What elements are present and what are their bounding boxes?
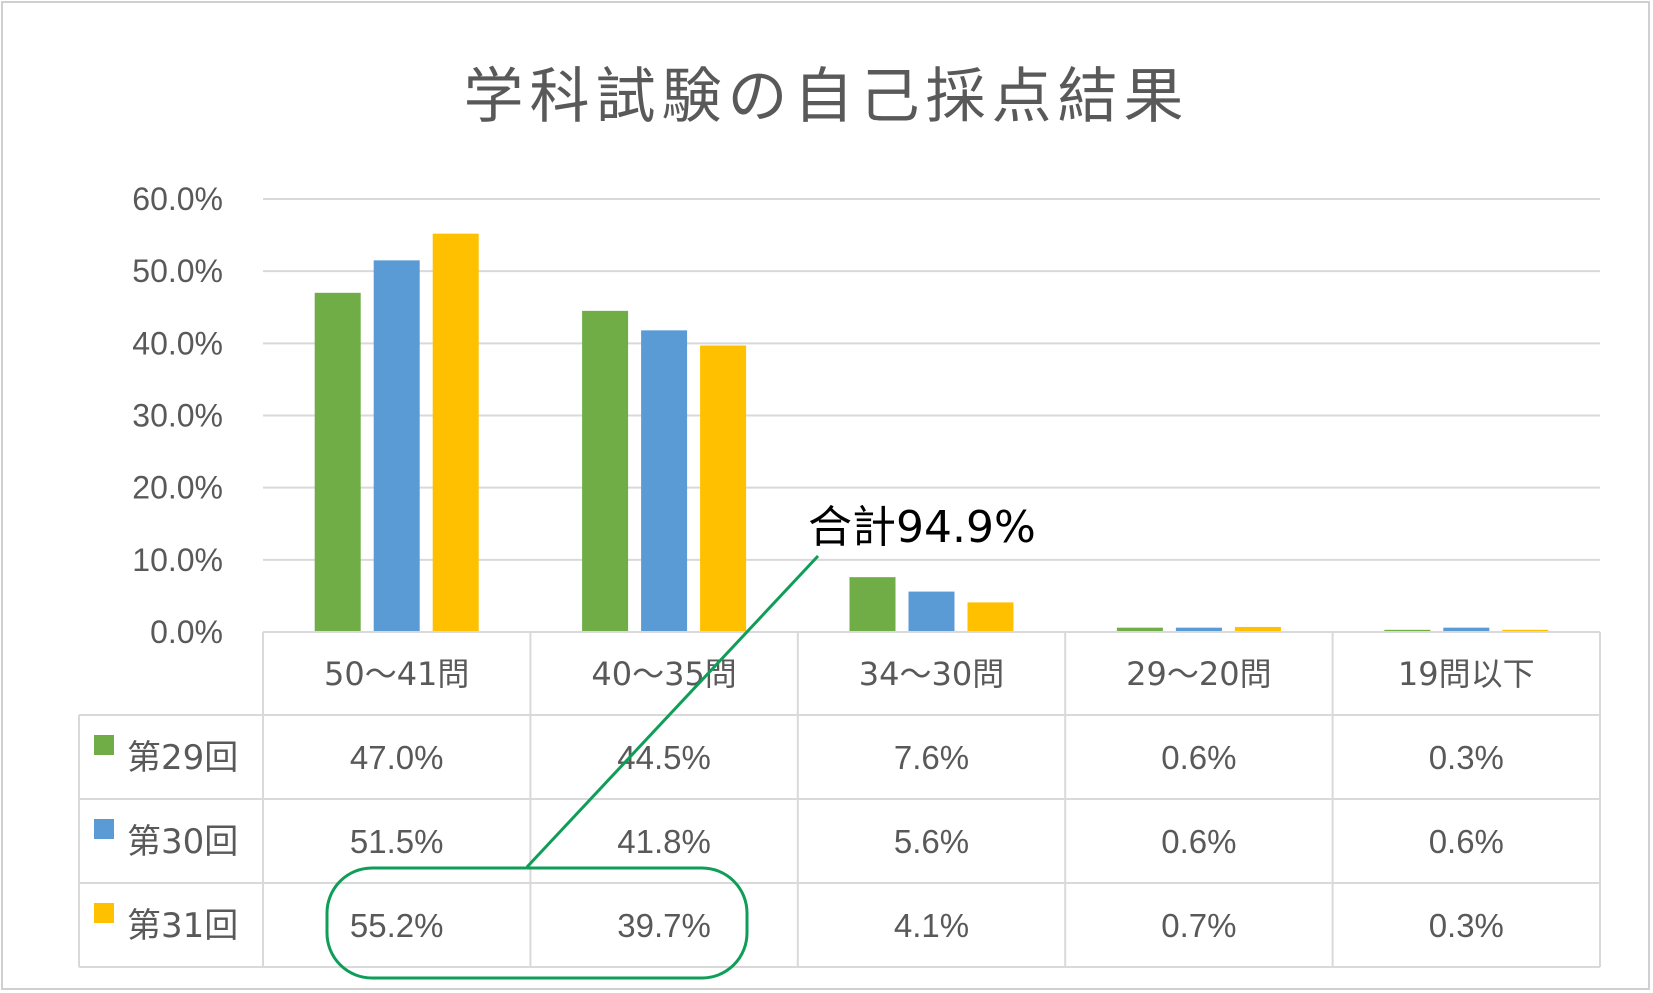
legend-key xyxy=(94,735,114,755)
bar xyxy=(1384,629,1431,632)
series-name: 第29回 xyxy=(127,738,238,778)
data-table-value: 47.0% xyxy=(350,739,444,776)
y-tick-label: 40.0% xyxy=(132,325,223,361)
data-table-value: 39.7% xyxy=(617,907,711,944)
bar xyxy=(582,310,629,632)
category-label: 50〜41問 xyxy=(324,655,469,693)
bar xyxy=(1234,626,1281,632)
series-name: 第30回 xyxy=(127,822,238,862)
data-table-value: 7.6% xyxy=(894,739,969,776)
y-tick-label: 60.0% xyxy=(132,181,223,217)
legend-key xyxy=(94,819,114,839)
y-tick-label: 20.0% xyxy=(132,470,223,506)
bar xyxy=(908,591,955,632)
y-tick-label: 50.0% xyxy=(132,253,223,289)
data-table-value: 55.2% xyxy=(350,907,444,944)
bar xyxy=(1443,627,1490,632)
y-tick-label: 30.0% xyxy=(132,398,223,434)
category-label: 29〜20問 xyxy=(1126,655,1271,693)
category-label: 40〜35問 xyxy=(591,655,736,693)
annotation-label: 合計94.9% xyxy=(808,502,1036,553)
bar xyxy=(432,233,479,632)
y-tick-label: 10.0% xyxy=(132,542,223,578)
data-table-value: 0.6% xyxy=(1161,739,1236,776)
bar xyxy=(314,292,361,632)
bar xyxy=(1502,629,1549,632)
chart-title: 学科試験の自己採点結果 xyxy=(463,62,1190,132)
category-label: 19問以下 xyxy=(1398,655,1535,693)
bar xyxy=(1175,627,1222,632)
y-tick-label: 0.0% xyxy=(150,614,223,650)
annotation-highlight xyxy=(325,866,749,980)
bar xyxy=(641,330,688,632)
bar xyxy=(967,602,1014,632)
data-table-value: 0.6% xyxy=(1161,823,1236,860)
data-table-value: 0.7% xyxy=(1161,907,1236,944)
data-table-value: 51.5% xyxy=(350,823,444,860)
bar xyxy=(1116,627,1163,632)
legend-key xyxy=(94,903,114,923)
bar xyxy=(373,260,420,632)
category-label: 34〜30問 xyxy=(859,655,1004,693)
data-table-value: 44.5% xyxy=(617,739,711,776)
data-table-value: 5.6% xyxy=(894,823,969,860)
bar xyxy=(849,577,896,632)
annotation-connector xyxy=(525,554,820,869)
bar xyxy=(700,345,747,632)
data-table-value: 41.8% xyxy=(617,823,711,860)
data-table-value: 0.3% xyxy=(1429,739,1504,776)
data-table-value: 4.1% xyxy=(894,907,969,944)
series-name: 第31回 xyxy=(127,906,238,946)
data-table-value: 0.3% xyxy=(1429,907,1504,944)
data-table-value: 0.6% xyxy=(1429,823,1504,860)
